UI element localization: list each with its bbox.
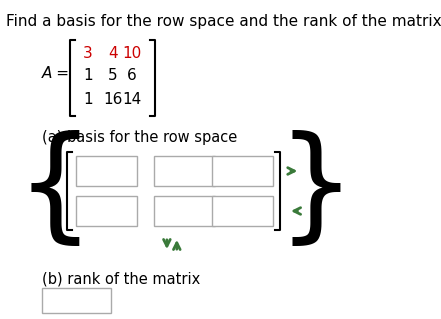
Text: 16: 16 [103, 93, 123, 108]
Text: }: } [277, 130, 356, 251]
Text: A =: A = [42, 66, 70, 81]
FancyBboxPatch shape [76, 156, 137, 186]
FancyBboxPatch shape [154, 156, 215, 186]
Text: 1: 1 [83, 93, 93, 108]
Text: (a) basis for the row space: (a) basis for the row space [42, 130, 237, 145]
Text: 1: 1 [83, 68, 93, 83]
Text: 3: 3 [83, 46, 93, 61]
FancyBboxPatch shape [212, 156, 273, 186]
Text: 4: 4 [108, 46, 118, 61]
Text: 6: 6 [127, 68, 137, 83]
Text: 14: 14 [122, 93, 142, 108]
Text: 5: 5 [108, 68, 118, 83]
Text: (b) rank of the matrix: (b) rank of the matrix [42, 272, 200, 287]
FancyBboxPatch shape [212, 196, 273, 226]
Text: {: { [15, 130, 94, 251]
FancyBboxPatch shape [154, 196, 215, 226]
Text: 10: 10 [122, 46, 142, 61]
Text: Find a basis for the row space and the rank of the matrix.: Find a basis for the row space and the r… [6, 14, 441, 29]
FancyBboxPatch shape [76, 196, 137, 226]
FancyBboxPatch shape [42, 288, 111, 313]
